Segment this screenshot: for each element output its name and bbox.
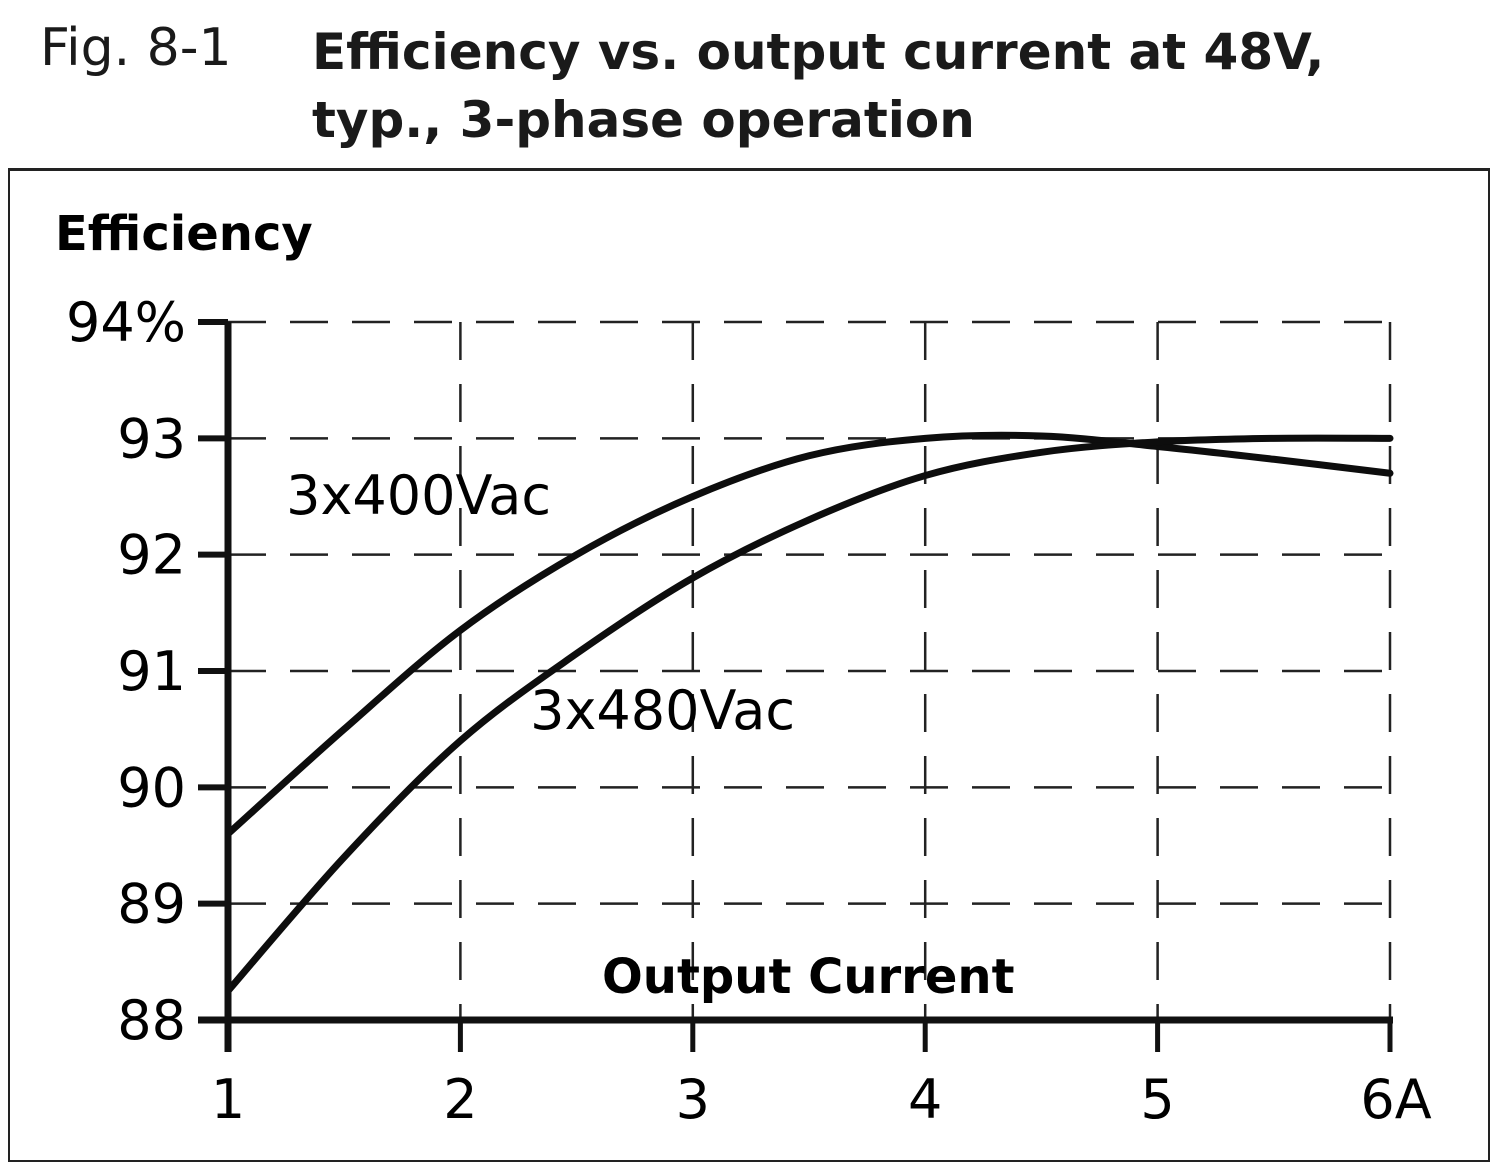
- y-tick-label: 93: [117, 407, 186, 470]
- y-tick-label: 88: [117, 989, 186, 1052]
- y-tick-label: 92: [117, 524, 186, 587]
- y-tick-label: 91: [117, 640, 186, 703]
- x-tick-label: 2: [443, 1068, 477, 1131]
- series-line-3x400vac: [224, 431, 1394, 838]
- x-tick-label: 1: [211, 1068, 245, 1131]
- x-tick-label: 6A: [1360, 1068, 1431, 1131]
- x-tick-label: 3: [676, 1068, 710, 1131]
- series-labels: 3x400Vac 3x480Vac: [286, 464, 795, 742]
- figure-title-line1: Efficiency vs. output current at 48V,: [312, 23, 1325, 81]
- data-series: [224, 431, 1394, 995]
- x-tick-label: 4: [908, 1068, 942, 1131]
- grid-lines: [228, 320, 1392, 1020]
- y-axis-label: Efficiency: [55, 206, 313, 262]
- figure-title-line2: typ., 3-phase operation: [312, 91, 975, 149]
- x-tick-label: 5: [1140, 1068, 1174, 1131]
- figure-title: Efficiency vs. output current at 48V, ty…: [312, 18, 1462, 154]
- chart-frame: [8, 168, 1490, 1162]
- y-tick-label: 90: [117, 756, 186, 819]
- axis-ticks: 88 89 90 91 92 93 94% 1 2 3 4 5 6A: [66, 291, 1432, 1131]
- series-label: 3x480Vac: [530, 679, 795, 742]
- y-tick-label: 94%: [66, 291, 186, 354]
- x-axis-label: Output Current: [602, 949, 1015, 1005]
- y-tick-label: 89: [117, 873, 186, 936]
- figure-number: Fig. 8-1: [40, 18, 232, 78]
- series-label: 3x400Vac: [286, 464, 551, 527]
- series-line-3x480vac: [224, 434, 1394, 995]
